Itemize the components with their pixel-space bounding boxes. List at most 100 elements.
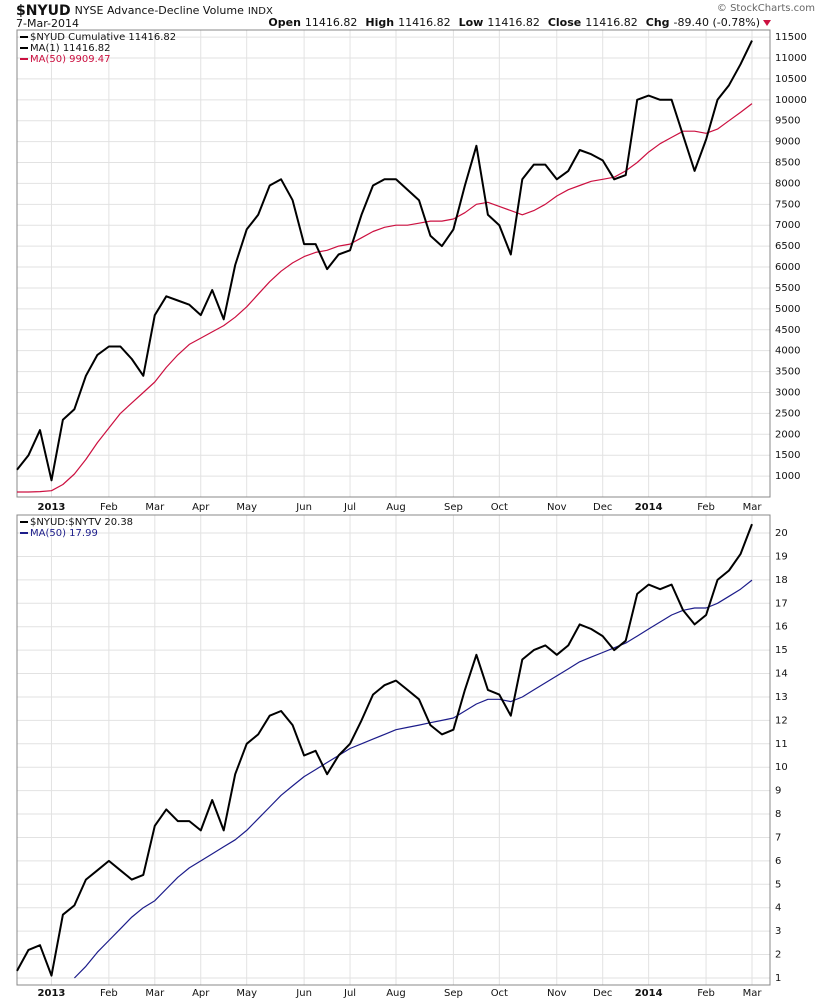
x-tick-label: 2014: [635, 988, 663, 999]
exchange: INDX: [248, 6, 273, 17]
x-tick-label: 2014: [635, 502, 663, 513]
plot-frame: [16, 514, 771, 986]
y-tick-label: 3500: [775, 367, 800, 378]
quote-value: 11416.82: [487, 16, 540, 29]
quote-label: Chg: [646, 16, 670, 29]
y-tick-label: 9: [775, 786, 781, 797]
legend-label: $NYUD Cumulative 11416.82: [30, 32, 176, 43]
x-tick-label: May: [236, 988, 257, 999]
x-tick-label: Oct: [491, 502, 508, 513]
y-tick-label: 6000: [775, 262, 800, 273]
y-tick-label: 3: [775, 926, 781, 937]
credit: © StockCharts.com: [717, 3, 815, 14]
x-tick-label: Dec: [593, 988, 612, 999]
y-tick-label: 10: [775, 762, 788, 773]
y-tick-label: 2500: [775, 408, 800, 419]
y-tick-label: 3000: [775, 387, 800, 398]
x-tick-label: Jun: [295, 988, 312, 999]
x-tick-label: Nov: [547, 502, 567, 513]
y-tick-label: 1: [775, 973, 781, 984]
y-tick-label: 17: [775, 598, 788, 609]
series-line: [16, 40, 753, 482]
symbol: $NYUD: [16, 3, 71, 19]
y-tick-label: 6: [775, 856, 781, 867]
quote-label: High: [365, 16, 394, 29]
plots: 2013 Feb Mar Apr May Jun Jul Aug Sep Oct Nov Dec 201…: [16, 29, 807, 999]
quote-label: Open: [268, 16, 301, 29]
y-tick-label: 5500: [775, 283, 800, 294]
y-tick-label: 11500: [775, 32, 807, 43]
x-tick-label: May: [236, 502, 257, 513]
series-line: [16, 523, 753, 977]
quote-value: 11416.82: [398, 16, 451, 29]
y-tick-label: 8000: [775, 178, 800, 189]
y-tick-label: 10000: [775, 95, 807, 106]
x-tick-label: Feb: [697, 502, 715, 513]
x-tick-label: Feb: [100, 502, 118, 513]
y-tick-label: 2: [775, 950, 781, 961]
x-tick-label: Sep: [444, 988, 463, 999]
date: 7-Mar-2014: [16, 17, 79, 30]
y-tick-label: 7: [775, 832, 781, 843]
x-tick-label: Oct: [491, 988, 508, 999]
quote-value: -89.40 (-0.78%): [674, 16, 760, 29]
y-tick-label: 1000: [775, 471, 800, 482]
y-tick-label: 12: [775, 715, 788, 726]
x-tick-label: Sep: [444, 502, 463, 513]
y-tick-label: 11000: [775, 53, 807, 64]
y-tick-label: 7000: [775, 220, 800, 231]
y-tick-label: 16: [775, 622, 788, 633]
y-tick-label: 6500: [775, 241, 800, 252]
y-tick-label: 7500: [775, 199, 800, 210]
x-tick-label: Feb: [697, 988, 715, 999]
legend-label: MA(50) 17.99: [30, 528, 98, 539]
down-arrow: [763, 20, 771, 26]
x-tick-label: Apr: [192, 502, 210, 513]
y-tick-label: 18: [775, 575, 788, 586]
y-tick-label: 8: [775, 809, 781, 820]
y-tick-label: 10500: [775, 74, 807, 85]
series-line: [73, 579, 753, 979]
name: NYSE Advance-Decline Volume: [75, 4, 244, 17]
y-tick-label: 4: [775, 903, 781, 914]
x-tick-label: Mar: [743, 988, 763, 999]
quote-value: 11416.82: [585, 16, 638, 29]
series-line: [17, 103, 753, 493]
x-tick-label: Jun: [295, 502, 312, 513]
x-tick-label: Feb: [100, 988, 118, 999]
x-tick-label: 2013: [38, 502, 66, 513]
y-tick-label: 9500: [775, 116, 800, 127]
x-tick-label: Aug: [386, 502, 406, 513]
y-tick-label: 5000: [775, 304, 800, 315]
y-tick-label: 20: [775, 528, 788, 539]
y-tick-label: 15: [775, 645, 788, 656]
y-tick-label: 14: [775, 669, 788, 680]
y-tick-label: 4000: [775, 346, 800, 357]
header-line: $NYUD NYSE Advance-Decline Volume INDX: [16, 3, 273, 19]
legend-label: MA(50) 9909.47: [30, 54, 111, 65]
x-tick-label: Jul: [343, 988, 356, 999]
y-tick-label: 8500: [775, 158, 800, 169]
y-tick-label: 19: [775, 551, 788, 562]
y-tick-label: 5: [775, 879, 781, 890]
x-tick-label: Apr: [192, 988, 210, 999]
y-tick-label: 2000: [775, 429, 800, 440]
x-tick-label: Mar: [145, 502, 165, 513]
x-tick-label: Aug: [386, 988, 406, 999]
y-tick-label: 4500: [775, 325, 800, 336]
legend-label: $NYUD:$NYTV 20.38: [30, 517, 133, 528]
quote: Open 11416.82 High 11416.82 Low 11416.82 Close…: [268, 16, 760, 29]
quote-label: Close: [548, 16, 581, 29]
quote-value: 11416.82: [305, 16, 358, 29]
plot-frame: [16, 29, 771, 498]
legend-label: MA(1) 11416.82: [30, 43, 111, 54]
x-tick-label: Jul: [343, 502, 356, 513]
y-tick-label: 11: [775, 739, 788, 750]
quote-label: Low: [459, 16, 484, 29]
x-tick-label: 2013: [38, 988, 66, 999]
x-tick-label: Nov: [547, 988, 567, 999]
y-tick-label: 1500: [775, 450, 800, 461]
y-tick-label: 13: [775, 692, 788, 703]
x-tick-label: Mar: [743, 502, 763, 513]
